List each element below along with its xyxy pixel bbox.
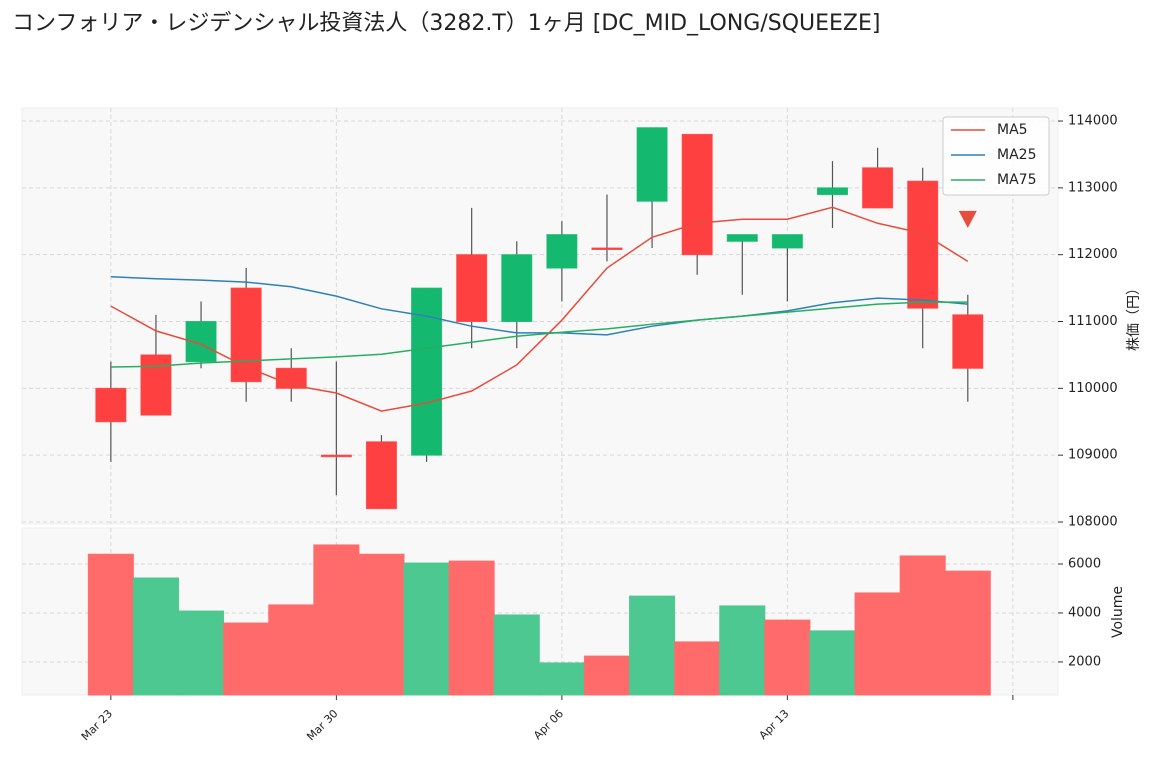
volume-bar	[132, 577, 180, 696]
price-panel	[21, 107, 1059, 525]
volume-bar	[268, 604, 315, 696]
candle-body	[816, 187, 848, 196]
y-tick-label: 114000	[1068, 114, 1118, 129]
candle-body	[862, 167, 894, 209]
candle-body	[907, 180, 939, 309]
candle-body	[365, 441, 397, 510]
candle-body	[140, 354, 172, 416]
ma-line	[110, 275, 968, 336]
volume-bar	[629, 595, 676, 696]
candle-body	[95, 387, 127, 423]
volume-bar	[854, 592, 901, 696]
signal-marker	[958, 210, 977, 228]
candle-body	[591, 247, 623, 251]
candle-body	[726, 234, 758, 242]
y-axis-label: Volume	[1110, 586, 1126, 638]
volume-bar	[538, 662, 585, 696]
candle-body	[636, 127, 668, 202]
candle-body	[952, 314, 984, 369]
volume-bar	[403, 562, 450, 696]
volume-bar	[899, 555, 946, 696]
volume-bar	[809, 630, 856, 696]
y-tick-label: 109000	[1068, 448, 1118, 463]
volume-bar	[719, 605, 766, 696]
volume-bar	[674, 641, 721, 696]
candle-body	[546, 234, 578, 269]
volume-bar	[223, 622, 270, 696]
y-tick-label: 108000	[1068, 514, 1118, 529]
y-tick-label: 112000	[1068, 247, 1118, 262]
volume-bar	[493, 614, 540, 696]
y-tick-label: 113000	[1068, 180, 1118, 195]
chart-title: コンフォリア・レジデンシャル投資法人（3282.T）1ヶ月 [DC_MID_LO…	[12, 11, 881, 36]
candle-body	[411, 287, 443, 456]
legend-label: MA75	[997, 172, 1036, 188]
x-tick-label: Mar 30	[304, 707, 340, 743]
x-tick-label: Apr 13	[757, 707, 792, 742]
legend-label: MA25	[997, 147, 1036, 163]
legend: MA5 MA25 MA75	[942, 116, 1050, 196]
volume-bar	[448, 560, 495, 696]
candle-body	[501, 254, 533, 323]
volume-bar	[178, 610, 225, 696]
candle-body	[771, 234, 803, 249]
x-tick-label: Mar 23	[79, 707, 115, 743]
volume-bar	[583, 655, 631, 696]
volume-tick-label: 6000	[1068, 556, 1101, 571]
ma-line	[110, 206, 969, 412]
volume-bar	[313, 544, 360, 696]
legend-box	[942, 116, 1050, 196]
volume-bar	[764, 619, 811, 696]
volume-tick-label: 4000	[1068, 605, 1101, 620]
volume-tick-label: 2000	[1068, 654, 1101, 669]
candle-body	[320, 454, 352, 458]
candle-body	[230, 287, 262, 383]
x-tick-label: Apr 06	[531, 707, 566, 742]
legend-label: MA5	[997, 122, 1028, 138]
candle-body	[681, 133, 713, 256]
ma-line	[110, 301, 968, 368]
volume-bar	[87, 553, 134, 696]
volume-bar	[944, 570, 991, 696]
y-tick-label: 111000	[1068, 314, 1118, 329]
y-tick-label: 110000	[1068, 381, 1118, 396]
volume-bar	[358, 553, 405, 696]
y-axis-label: 株価（円）	[1126, 281, 1142, 351]
candle-body	[456, 254, 488, 323]
